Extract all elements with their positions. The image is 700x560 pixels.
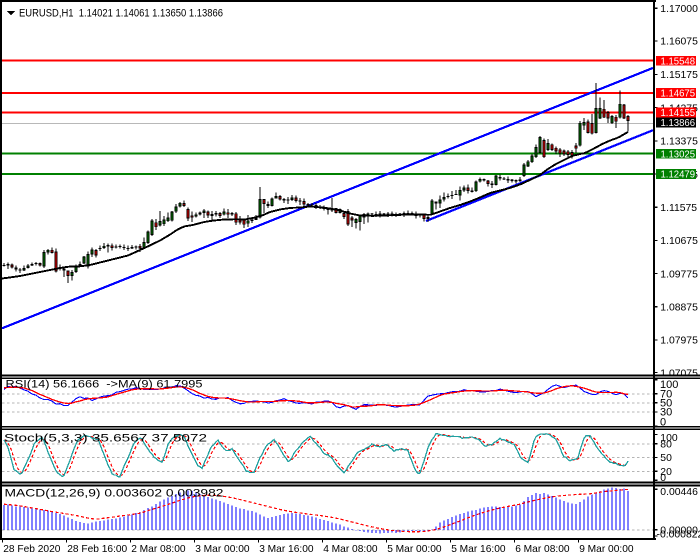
svg-text:5 Mar 00:00: 5 Mar 00:00 bbox=[387, 544, 442, 555]
svg-text:1.13866: 1.13866 bbox=[661, 118, 696, 129]
svg-text:50: 50 bbox=[660, 398, 672, 410]
svg-text:3 Mar 16:00: 3 Mar 16:00 bbox=[259, 544, 314, 555]
svg-text:RSI(14) 56.1666 ->MA(9) 61.79: RSI(14) 56.1666 ->MA(9) 61.7995 bbox=[6, 378, 203, 390]
svg-text:1.07975: 1.07975 bbox=[660, 336, 698, 347]
svg-text:EURUSD,H1 1.14021 1.14061 1.1: EURUSD,H1 1.14021 1.14061 1.13650 1.1386… bbox=[19, 8, 223, 20]
svg-text:1.15548: 1.15548 bbox=[661, 56, 696, 67]
svg-text:30: 30 bbox=[660, 407, 672, 419]
svg-text:1.08875: 1.08875 bbox=[660, 302, 698, 313]
svg-text:1.09775: 1.09775 bbox=[660, 269, 698, 280]
svg-text:0: 0 bbox=[660, 416, 666, 428]
svg-text:1.10675: 1.10675 bbox=[660, 236, 698, 247]
svg-text:1.11575: 1.11575 bbox=[660, 203, 697, 214]
svg-text:80: 80 bbox=[660, 440, 672, 451]
svg-text:9 Mar 00:00: 9 Mar 00:00 bbox=[579, 544, 634, 555]
svg-text:1.17000: 1.17000 bbox=[660, 4, 698, 15]
svg-text:6 Mar 08:00: 6 Mar 08:00 bbox=[515, 544, 570, 555]
svg-text:Stoch(5,3,3) 35.6567 37.5072: Stoch(5,3,3) 35.6567 37.5072 bbox=[4, 432, 207, 444]
svg-text:2 Mar 08:00: 2 Mar 08:00 bbox=[131, 544, 186, 555]
svg-text:1.07075: 1.07075 bbox=[660, 368, 698, 379]
svg-text:3 Mar 00:00: 3 Mar 00:00 bbox=[195, 544, 250, 555]
svg-text:5 Mar 16:00: 5 Mar 16:00 bbox=[451, 544, 506, 555]
svg-text:1.12479: 1.12479 bbox=[661, 170, 696, 181]
svg-text:20: 20 bbox=[660, 467, 672, 478]
svg-text:50: 50 bbox=[660, 453, 672, 464]
svg-text:28 Feb 2020: 28 Feb 2020 bbox=[3, 544, 61, 555]
svg-text:0: 0 bbox=[660, 473, 666, 484]
svg-text:1.13375: 1.13375 bbox=[660, 137, 698, 148]
svg-text:0.00446: 0.00446 bbox=[660, 487, 698, 498]
svg-text:1.13025: 1.13025 bbox=[661, 149, 696, 160]
svg-text:100: 100 bbox=[660, 379, 678, 391]
svg-text:1.14155: 1.14155 bbox=[661, 108, 696, 119]
svg-text:1.14675: 1.14675 bbox=[661, 89, 696, 100]
svg-text:1.15175: 1.15175 bbox=[660, 70, 698, 81]
svg-text:28 Feb 16:00: 28 Feb 16:00 bbox=[67, 544, 127, 555]
svg-text:70: 70 bbox=[660, 389, 672, 401]
svg-text:-0.000822: -0.000822 bbox=[657, 529, 700, 540]
svg-text:1.16075: 1.16075 bbox=[660, 37, 698, 48]
svg-text:100: 100 bbox=[660, 433, 678, 444]
svg-text:MACD(12,26,9) 0.003602 0.00398: MACD(12,26,9) 0.003602 0.003982 bbox=[5, 487, 224, 499]
svg-text:0.00000: 0.00000 bbox=[660, 526, 698, 537]
svg-text:4 Mar 08:00: 4 Mar 08:00 bbox=[323, 544, 378, 555]
